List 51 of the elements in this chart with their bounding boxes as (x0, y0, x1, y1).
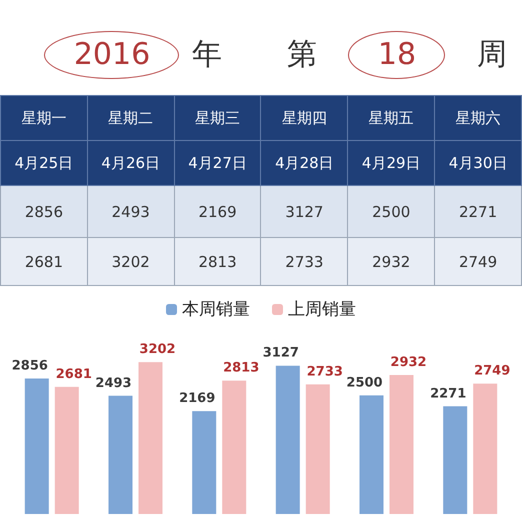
bar (276, 366, 300, 514)
data-label: 2681 (0, 238, 88, 286)
bar (192, 411, 216, 514)
data-label: 2856 (12, 358, 48, 374)
bar (390, 374, 414, 514)
legend-label: 上周销量 (288, 300, 356, 320)
text: 4月30日 (434, 140, 522, 186)
category-label: 星期六 (434, 96, 522, 140)
data-label: 3202 (139, 342, 176, 358)
bar (222, 380, 246, 514)
bar (360, 395, 384, 514)
data-label: 2271 (430, 386, 466, 402)
data-label: 2749 (474, 364, 510, 379)
data-label: 3202 (87, 238, 174, 286)
category-label: 星期一 (0, 96, 88, 140)
data-label: 2500 (348, 186, 435, 238)
bar (108, 396, 132, 514)
data-label: 2733 (260, 238, 348, 286)
bar (24, 378, 49, 514)
category-label: 星期三 (174, 96, 261, 140)
data-label: 3127 (262, 346, 299, 361)
legend-label: 本周销量 (182, 300, 250, 320)
data-label: 2733 (306, 364, 343, 380)
bar (54, 386, 79, 514)
data-label: 2932 (390, 354, 427, 370)
chart-title: 2016 年 第 18 周 (74, 37, 507, 72)
data-label: 2856 (0, 186, 88, 238)
category-label: 星期四 (260, 96, 348, 140)
data-label: 2932 (348, 238, 435, 286)
data-label: 2169 (179, 391, 216, 406)
data-label: 2169 (174, 186, 261, 238)
text: 4月26日 (87, 140, 174, 186)
bar (443, 406, 468, 514)
data-label: 2493 (87, 186, 174, 238)
category-label: 星期五 (348, 96, 435, 140)
data-label: 3127 (260, 186, 348, 238)
data-label: 2271 (434, 186, 522, 238)
category-label: 星期二 (87, 96, 174, 140)
text: 4月25日 (0, 140, 88, 186)
data-label: 2500 (346, 375, 383, 390)
text: 4月27日 (174, 140, 261, 186)
data-label: 2749 (434, 238, 522, 286)
text: 4月28日 (260, 140, 348, 186)
bar (473, 384, 498, 514)
bar (306, 384, 330, 514)
data-label: 2493 (95, 376, 132, 391)
data-label: 2813 (174, 238, 261, 286)
text: 4月29日 (348, 140, 435, 186)
data-label: 2813 (223, 360, 260, 376)
data-label: 2681 (56, 366, 92, 382)
bar (138, 362, 162, 514)
